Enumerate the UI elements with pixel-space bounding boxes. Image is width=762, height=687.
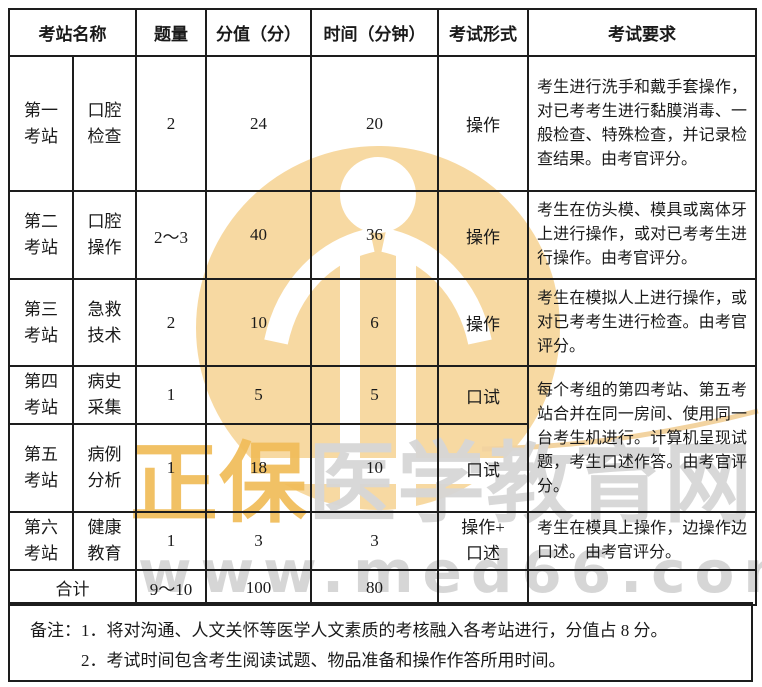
header-format: 考试形式 — [437, 8, 529, 57]
station-subject: 病例 分析 — [72, 423, 137, 513]
questions-cell: 1 — [135, 365, 207, 425]
station-subject: 健康 教育 — [72, 511, 137, 571]
requirement-cell: 考生在仿头模、模具或离体牙上进行操作，或对已考考生进行操作。由考官评分。 — [527, 190, 757, 280]
total-time: 80 — [310, 569, 439, 606]
station-name: 第三 考站 — [8, 278, 74, 367]
score-cell: 10 — [205, 278, 312, 367]
station-name: 第二 考站 — [8, 190, 74, 280]
requirement-cell-merged: 每个考组的第四考站、第五考站合并在同一房间、使用同一台考生机进行。计算机呈现试题… — [527, 365, 757, 513]
questions-cell: 1 — [135, 423, 207, 513]
header-requirement: 考试要求 — [527, 8, 757, 57]
time-cell: 20 — [310, 55, 439, 192]
station-subject: 口腔 操作 — [72, 190, 137, 280]
questions-cell: 1 — [135, 511, 207, 571]
header-time: 时间（分钟） — [310, 8, 439, 57]
score-cell: 5 — [205, 365, 312, 425]
note-item: 1．将对沟通、人文关怀等医学人文素质的考核融入各考站进行，分值占 8 分。 — [81, 621, 668, 640]
table-row: 第六 考站 健康 教育 1 3 3 操作+ 口述 考生在模具上操作，边操作边口述。由考… — [8, 511, 757, 571]
notes-label: 备注： — [30, 621, 81, 640]
time-cell: 6 — [310, 278, 439, 367]
note-item: 2．考试时间包含考生阅读试题、物品准备和操作作答所用时间。 — [81, 651, 566, 670]
table-row: 第二 考站 口腔 操作 2～3 40 36 操作 考生在仿头模、模具或离体牙上进行操… — [8, 190, 757, 280]
station-name: 第四 考站 — [8, 365, 74, 425]
score-cell: 3 — [205, 511, 312, 571]
total-score: 100 — [205, 569, 312, 606]
time-cell: 5 — [310, 365, 439, 425]
station-subject: 口腔 检查 — [72, 55, 137, 192]
header-station: 考站名称 — [8, 8, 137, 57]
exam-stations-table: 考站名称 题量 分值（分） 时间（分钟） 考试形式 考试要求 第一 考站 口腔 检查… — [8, 8, 757, 606]
total-row: 合计 9～10 100 80 — [8, 569, 757, 606]
format-cell: 操作 — [437, 190, 529, 280]
table-row: 第五 考站 病例 分析 1 18 10 口试 — [8, 423, 756, 513]
questions-cell: 2 — [135, 55, 207, 192]
total-questions: 9～10 — [135, 569, 207, 606]
station-name: 第六 考站 — [8, 511, 74, 571]
score-cell: 18 — [205, 423, 312, 513]
time-cell: 3 — [310, 511, 439, 571]
table-row: 第四 考站 病史 采集 1 5 5 口试 每个考组的第四考站、第五考站合并在同一房间… — [8, 365, 757, 513]
station-name: 第一 考站 — [8, 55, 74, 192]
station-subject: 急救 技术 — [72, 278, 137, 367]
format-cell: 口试 — [437, 423, 529, 513]
header-questions: 题量 — [135, 8, 207, 57]
format-cell: 口试 — [437, 365, 529, 425]
time-cell: 36 — [310, 190, 439, 280]
station-name: 第五 考站 — [8, 423, 74, 513]
requirement-cell: 考生进行洗手和戴手套操作，对已考考生进行黏膜消毒、一般检查、特殊检查，并记录检查… — [527, 55, 757, 192]
score-cell: 40 — [205, 190, 312, 280]
notes-box: 备注： 1．将对沟通、人文关怀等医学人文素质的考核融入各考站进行，分值占 8 分… — [8, 602, 753, 682]
questions-cell: 2 — [135, 278, 207, 367]
format-cell: 操作 — [437, 55, 529, 192]
requirement-cell: 考生在模具上操作，边操作边口述。由考官评分。 — [527, 511, 757, 571]
station-subject: 病史 采集 — [72, 365, 137, 425]
table-header-row: 考站名称 题量 分值（分） 时间（分钟） 考试形式 考试要求 — [8, 8, 757, 57]
total-format-empty — [437, 569, 529, 606]
questions-cell: 2～3 — [135, 190, 207, 280]
total-label: 合计 — [8, 569, 137, 606]
format-cell: 操作 — [437, 278, 529, 367]
notes-items: 1．将对沟通、人文关怀等医学人文素质的考核融入各考站进行，分值占 8 分。 2．… — [81, 616, 668, 676]
header-score: 分值（分） — [205, 8, 312, 57]
time-cell: 10 — [310, 423, 439, 513]
table-row: 第三 考站 急救 技术 2 10 6 操作 考生在模拟人上进行操作，或对已考考生进行… — [8, 278, 757, 367]
table-row: 第一 考站 口腔 检查 2 24 20 操作 考生进行洗手和戴手套操作，对已考考生进… — [8, 55, 757, 192]
total-requirement-empty — [527, 569, 757, 606]
format-cell: 操作+ 口述 — [437, 511, 529, 571]
requirement-cell: 考生在模拟人上进行操作，或对已考考生进行检查。由考官评分。 — [527, 278, 757, 367]
score-cell: 24 — [205, 55, 312, 192]
